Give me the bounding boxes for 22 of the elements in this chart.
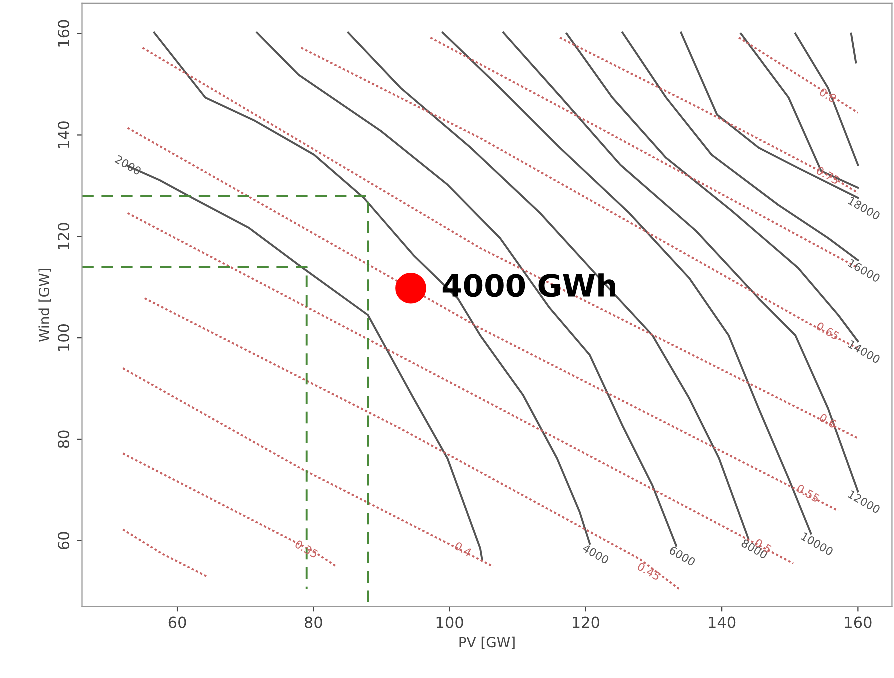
y-tick-label: 160 xyxy=(58,20,70,47)
x-tick-label: 140 xyxy=(709,616,736,628)
x-tick-label: 100 xyxy=(436,616,464,628)
text: 0.45 xyxy=(636,562,662,581)
line-series xyxy=(559,36,860,194)
x-axis-title: PV [GW] xyxy=(460,636,515,650)
y-tick-label: 60 xyxy=(58,532,70,550)
line-series xyxy=(347,32,750,540)
y-tick-label: 80 xyxy=(58,430,70,448)
y-axis-title: Wind [GW] xyxy=(38,268,52,342)
x-tick-label: 120 xyxy=(573,616,600,628)
y-tick-label: 140 xyxy=(58,122,70,148)
y-tick-label: 100 xyxy=(58,324,70,351)
y-tick-label: 120 xyxy=(58,223,70,250)
x-tick-label: 80 xyxy=(304,616,322,628)
text: 0.6 xyxy=(818,413,838,429)
x-tick-label: 60 xyxy=(168,616,186,628)
line-series xyxy=(740,32,860,189)
x-tick-label: 160 xyxy=(845,616,872,628)
text: 4000 xyxy=(582,544,610,565)
text: 0.35 xyxy=(294,540,319,559)
text: 6000 xyxy=(668,546,696,567)
